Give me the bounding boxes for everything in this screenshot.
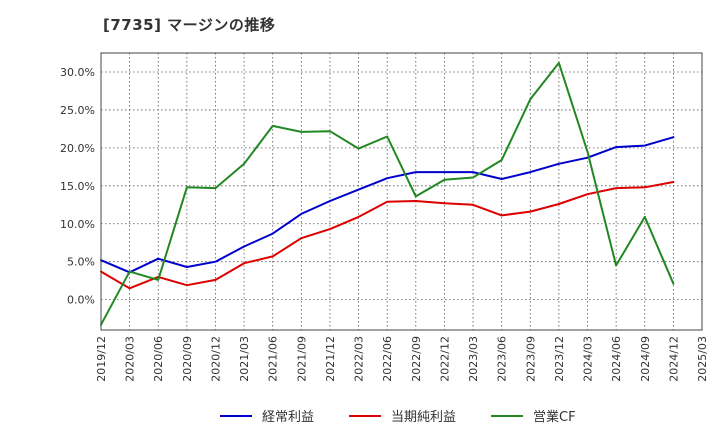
series-layer — [100, 61, 675, 326]
x-tick-label: 2021/09 — [295, 336, 308, 382]
x-tick-label: 2023/09 — [524, 336, 537, 382]
y-tick-label: 30.0% — [60, 66, 95, 79]
x-tick-label: 2019/12 — [95, 336, 108, 382]
legend-label: 当期純利益 — [391, 410, 456, 425]
plot-background — [101, 53, 702, 330]
y-tick-label: 5.0% — [67, 256, 95, 269]
x-tick-label: 2020/03 — [124, 336, 137, 382]
x-tick-label: 2023/03 — [467, 336, 480, 382]
x-tick-label: 2024/09 — [639, 336, 652, 382]
x-tick-label: 2023/12 — [553, 336, 566, 382]
x-tick-label: 2020/12 — [209, 336, 222, 382]
x-tick-label: 2021/03 — [238, 336, 251, 382]
plot-border — [100, 52, 703, 331]
chart-title: [7735] マージンの推移 — [103, 16, 276, 34]
x-tick-label: 2022/03 — [353, 336, 366, 382]
y-axis: 0.0% 5.0% 10.0% 15.0% 20.0% 25.0% 30.0% — [60, 66, 95, 307]
x-tick-label: 2022/12 — [438, 336, 451, 382]
x-tick-label: 2022/06 — [381, 336, 394, 382]
grid-layer — [100, 53, 703, 330]
legend-label: 営業CF — [533, 409, 576, 425]
x-tick-label: 2024/12 — [667, 336, 680, 382]
series-line — [100, 181, 675, 290]
legend-label: 経常利益 — [262, 410, 314, 425]
x-tick-label: 2022/09 — [410, 336, 423, 382]
x-tick-label: 2021/12 — [324, 336, 337, 382]
x-tick-label: 2025/03 — [696, 336, 709, 382]
series-line — [100, 136, 675, 274]
y-tick-label: 15.0% — [60, 180, 95, 193]
y-tick-label: 0.0% — [67, 294, 95, 307]
series-line — [100, 61, 675, 326]
x-axis: 2019/12 2020/03 2020/06 2020/09 2020/12 2021/… — [95, 336, 709, 382]
y-tick-label: 25.0% — [60, 104, 95, 117]
x-tick-label: 2020/06 — [152, 336, 165, 382]
x-tick-label: 2020/09 — [181, 336, 194, 382]
y-tick-label: 20.0% — [60, 142, 95, 155]
x-tick-label: 2024/06 — [610, 336, 623, 382]
x-tick-label: 2021/06 — [267, 336, 280, 382]
y-tick-label: 10.0% — [60, 218, 95, 231]
x-tick-label: 2024/03 — [582, 336, 595, 382]
x-tick-label: 2023/06 — [496, 336, 509, 382]
legend: 経常利益 当期純利益 営業CF — [220, 409, 576, 425]
